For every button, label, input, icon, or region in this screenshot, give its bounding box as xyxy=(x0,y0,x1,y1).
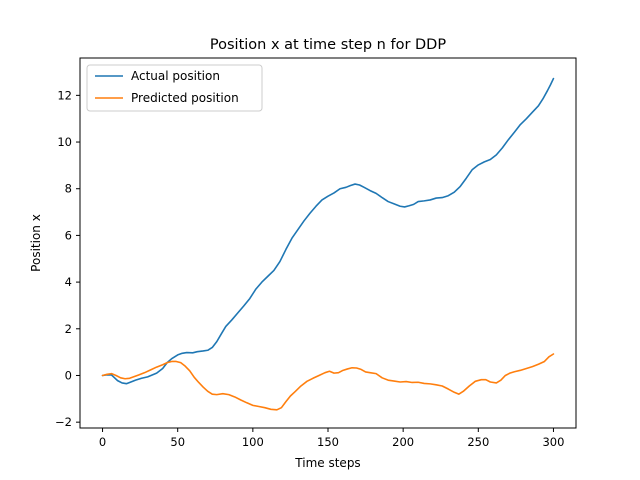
y-tick-label: 8 xyxy=(65,182,72,196)
y-tick-label: 4 xyxy=(65,275,72,289)
y-tick-label: 0 xyxy=(65,368,72,382)
x-tick-label: 150 xyxy=(317,435,339,449)
x-tick-label: 50 xyxy=(170,435,185,449)
x-tick-label: 250 xyxy=(467,435,489,449)
x-tick-label: 0 xyxy=(99,435,106,449)
legend-label-1: Actual position xyxy=(131,69,220,83)
series-line-2 xyxy=(101,353,555,411)
legend-label-2: Predicted position xyxy=(131,91,239,105)
y-axis-label: Position x xyxy=(29,214,43,272)
y-tick-label: 12 xyxy=(57,88,72,102)
x-tick-label: 100 xyxy=(242,435,264,449)
y-tick-label: 10 xyxy=(57,135,72,149)
legend-box xyxy=(86,64,263,112)
y-tick-label: −2 xyxy=(55,415,72,429)
x-axis-label: Time steps xyxy=(294,456,360,470)
plot-area xyxy=(101,77,555,411)
chart-title: Position x at time step n for DDP xyxy=(210,37,446,53)
y-tick-label: 2 xyxy=(65,322,72,336)
legend: Actual position Predicted position xyxy=(86,64,263,112)
y-tick-label: 6 xyxy=(65,228,72,242)
x-tick-label: 300 xyxy=(542,435,564,449)
x-tick-label: 200 xyxy=(392,435,414,449)
